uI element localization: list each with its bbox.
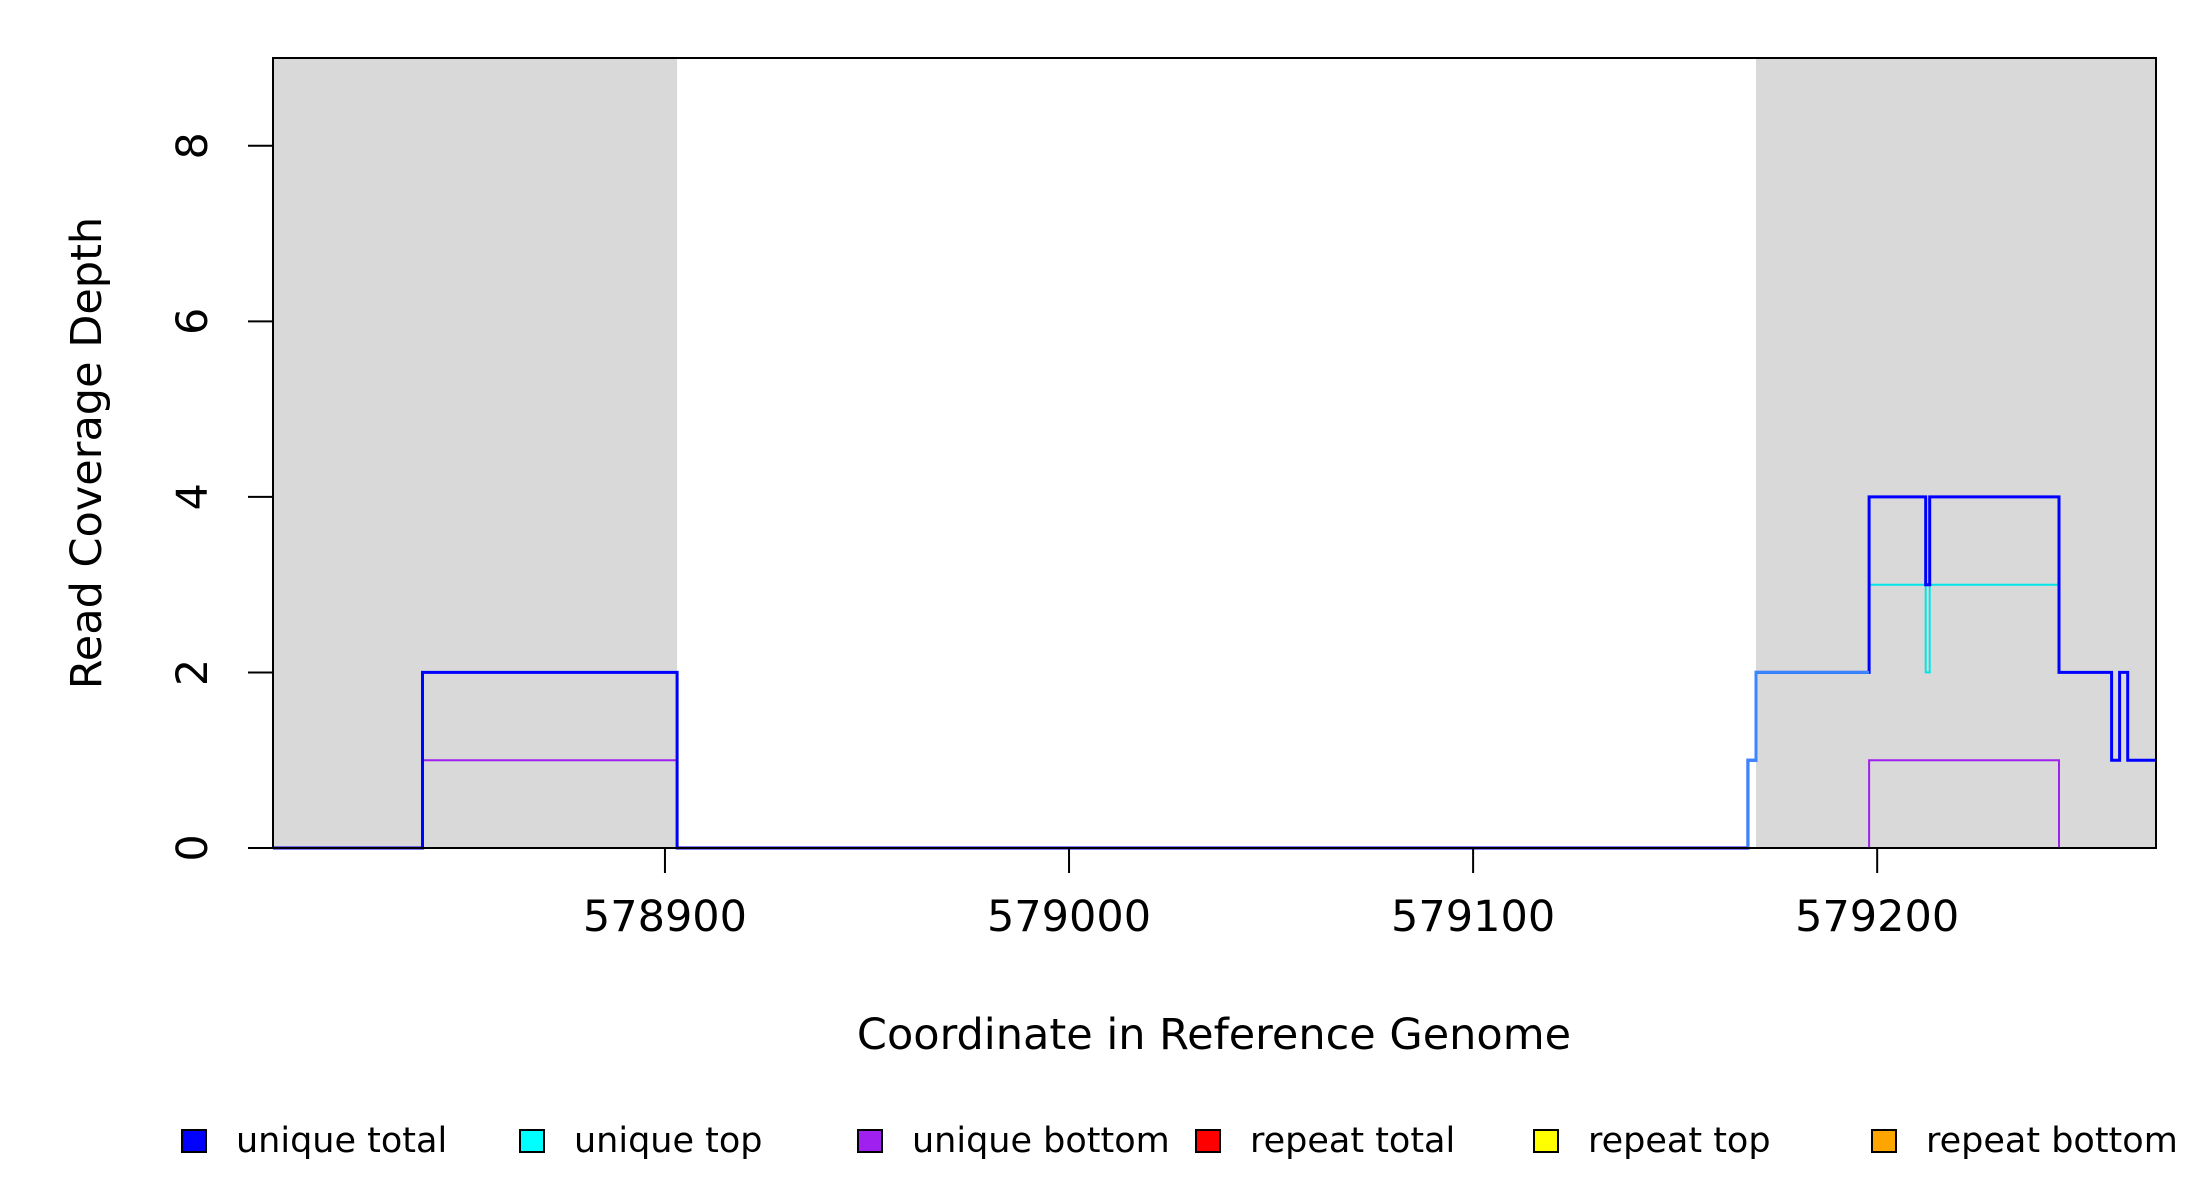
legend-swatch [519, 1129, 545, 1153]
x-tick-label: 579100 [1391, 892, 1555, 942]
y-tick-label: 2 [168, 659, 218, 686]
legend-label: unique total [236, 1121, 447, 1161]
y-tick-label: 4 [168, 483, 218, 510]
x-tick-label: 579000 [987, 892, 1151, 942]
series-line-overlay [1746, 670, 1870, 848]
legend-label: repeat top [1588, 1121, 1771, 1161]
legend-label: repeat total [1250, 1121, 1455, 1161]
x-axis-label: Coordinate in Reference Genome [857, 1010, 1571, 1060]
legend-swatch [181, 1129, 207, 1153]
legend-swatch [857, 1129, 883, 1153]
legend-label: unique top [574, 1121, 763, 1161]
series-line-unique-total [273, 495, 2156, 850]
y-axis: 0 2 4 6 8 [168, 132, 273, 862]
shaded-region-2 [1755, 58, 2156, 848]
legend-label: unique bottom [912, 1121, 1170, 1161]
shaded-regions [273, 58, 2156, 848]
y-axis-label: Read Coverage Depth [62, 217, 112, 689]
plot-frame [272, 57, 2157, 849]
legend-swatch [1871, 1129, 1897, 1153]
legend-swatch [1533, 1129, 1559, 1153]
shaded-region-1 [273, 58, 678, 848]
y-tick-label: 6 [168, 308, 218, 335]
x-axis: 578900 579000 579100 579200 [583, 848, 1959, 942]
legend: unique total unique top unique bottom repea… [181, 1121, 2178, 1161]
x-tick-label: 578900 [583, 892, 747, 942]
legend-swatch [1195, 1129, 1221, 1153]
y-tick-label: 8 [168, 132, 218, 159]
x-tick-label: 579200 [1795, 892, 1959, 942]
y-tick-label: 0 [168, 834, 218, 861]
legend-label: repeat bottom [1926, 1121, 2178, 1161]
